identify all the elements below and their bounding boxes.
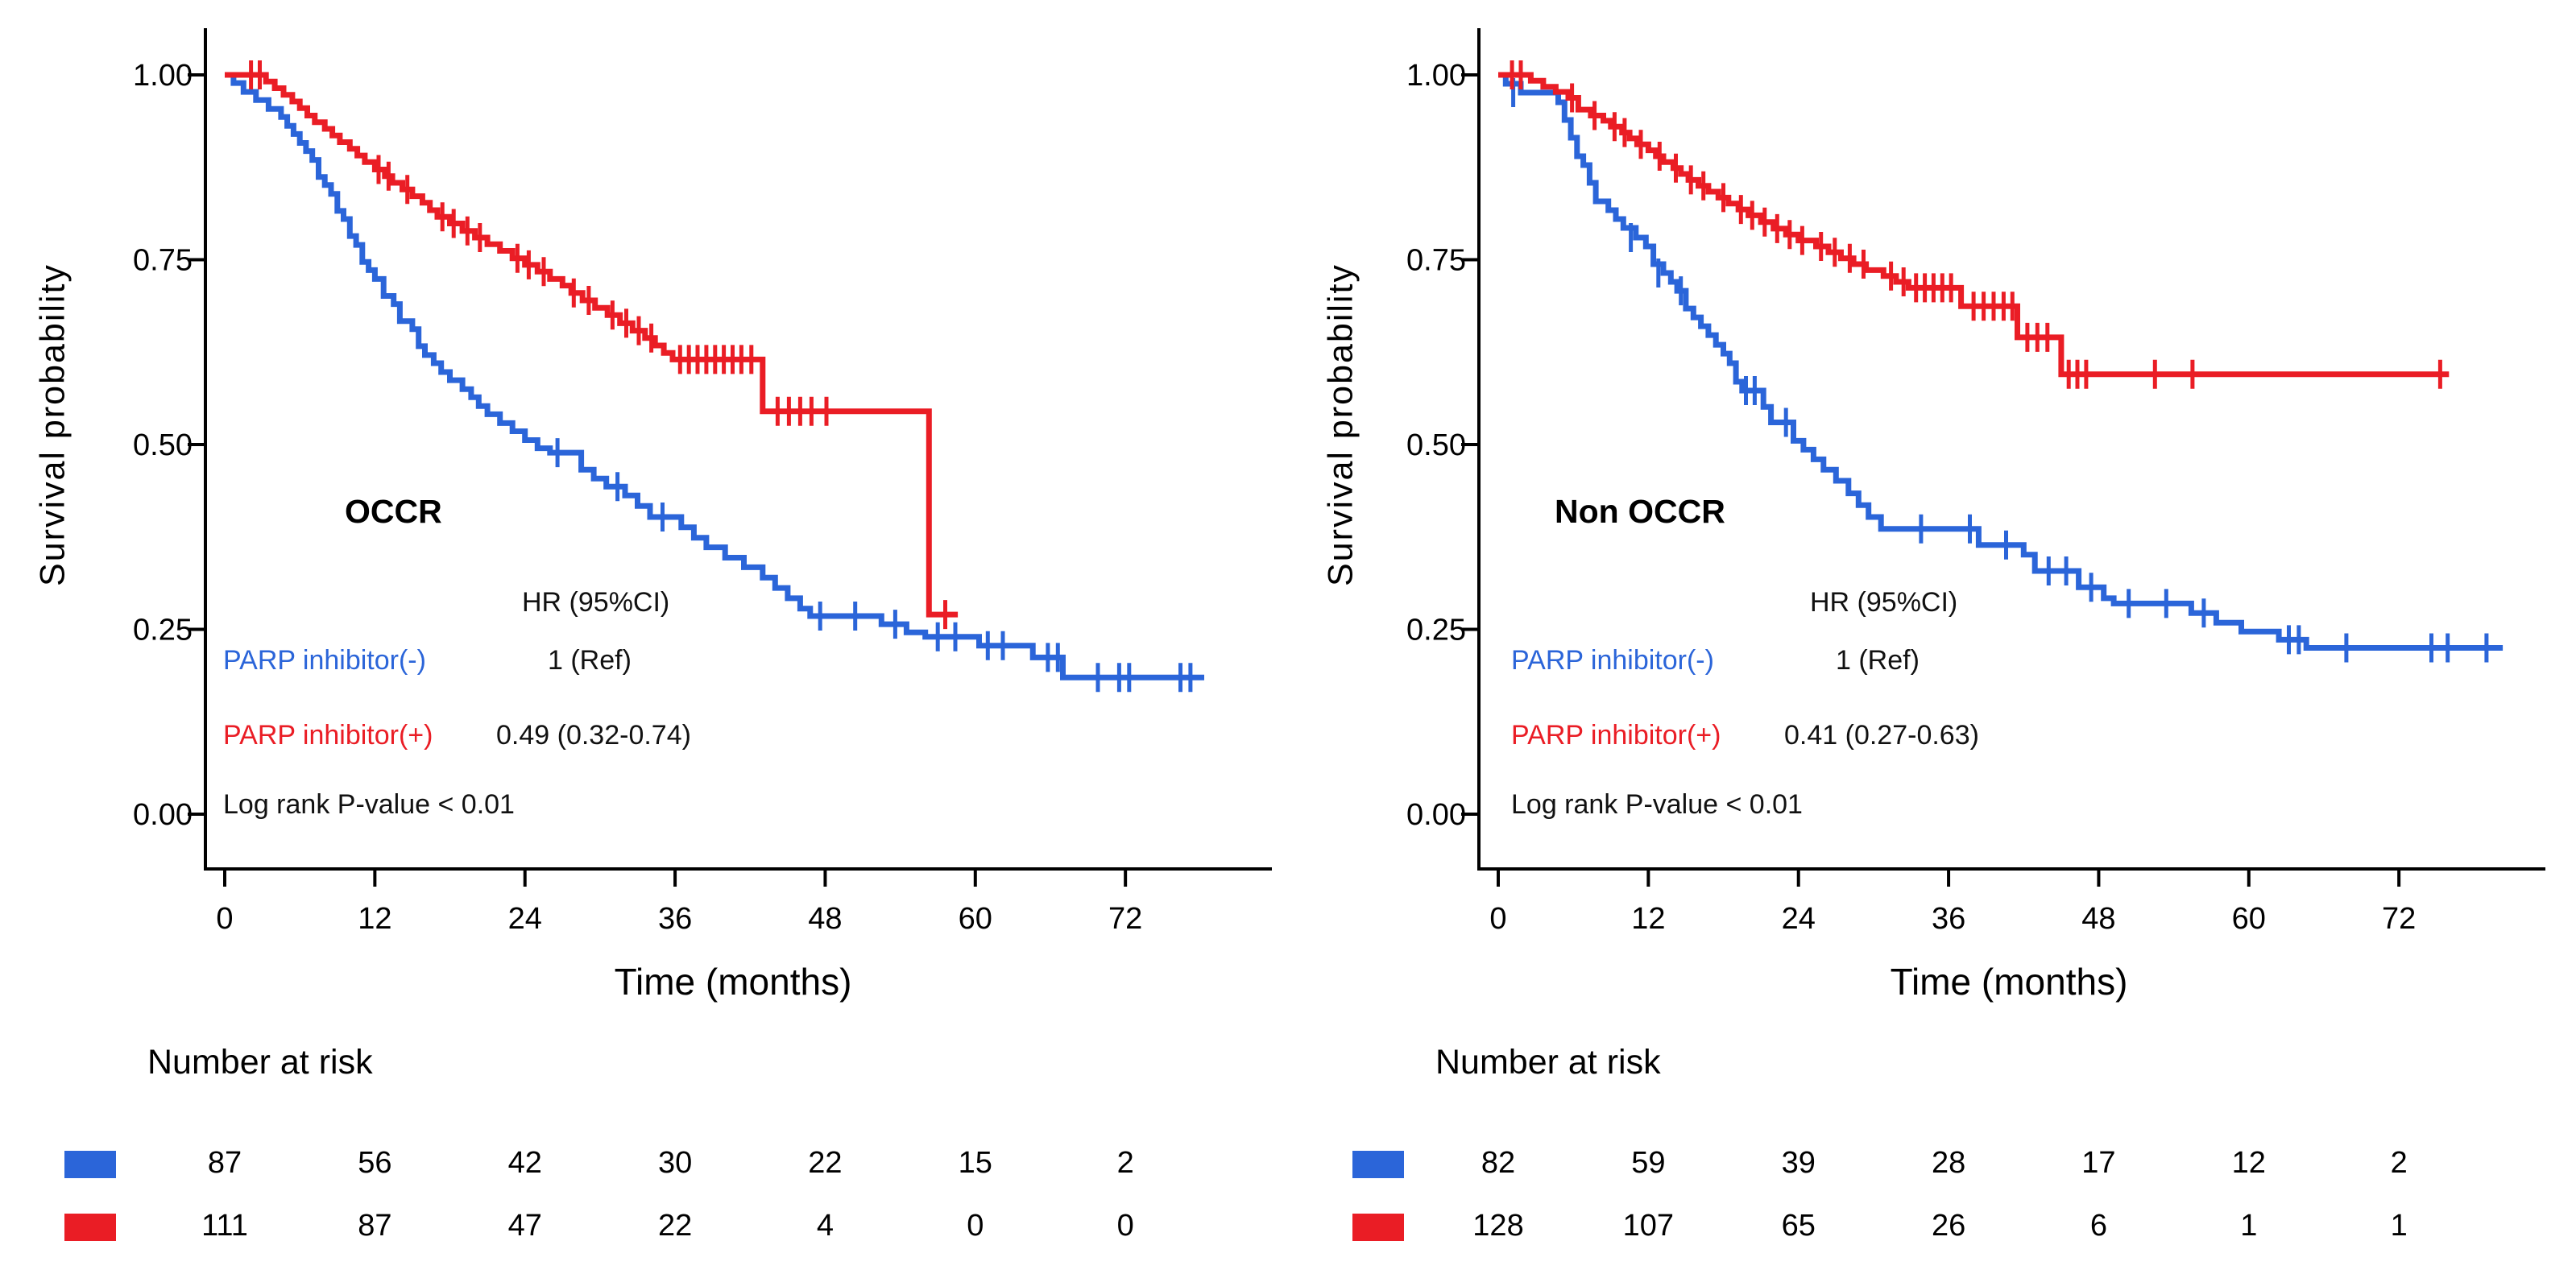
risk-table-title: Number at risk bbox=[1435, 1043, 1661, 1082]
survival-curve-blue bbox=[225, 72, 1204, 680]
risk-count: 15 bbox=[958, 1146, 992, 1180]
risk-swatch-red bbox=[64, 1214, 116, 1241]
y-tick-label: 0.25 bbox=[1406, 614, 1466, 647]
hr-ci-header: HR (95%CI) bbox=[1810, 587, 1958, 618]
risk-table-title: Number at risk bbox=[147, 1043, 373, 1082]
y-axis-label: Survival probability bbox=[1321, 263, 1360, 586]
km-plot-occr: 1.00 0.75 0.50 0.25 0.00 0 12 24 36 48 60 72 bbox=[133, 28, 1272, 936]
risk-count: 42 bbox=[507, 1146, 542, 1180]
y-tick-label: 0.00 bbox=[1406, 798, 1466, 832]
risk-count: 82 bbox=[1481, 1146, 1516, 1180]
x-axis-label: Time (months) bbox=[614, 961, 852, 1003]
x-tick-label: 24 bbox=[1782, 902, 1816, 936]
risk-swatch-blue bbox=[1352, 1151, 1404, 1178]
censor-marks-red bbox=[249, 60, 947, 630]
x-tick-label: 12 bbox=[358, 902, 391, 936]
hr-value-parp-neg: 1 (Ref) bbox=[1836, 645, 1920, 676]
x-tick-label: 0 bbox=[1489, 902, 1506, 936]
risk-count: 56 bbox=[358, 1146, 392, 1180]
y-tick-label: 1.00 bbox=[133, 59, 193, 93]
x-tick-label: 60 bbox=[959, 902, 992, 936]
risk-count: 12 bbox=[2231, 1146, 2266, 1180]
x-tick-label: 72 bbox=[2382, 902, 2416, 936]
x-tick-label: 12 bbox=[1631, 902, 1665, 936]
risk-count: 111 bbox=[201, 1209, 248, 1243]
risk-count: 0 bbox=[1116, 1209, 1134, 1243]
panel-title: Non OCCR bbox=[1555, 493, 1725, 530]
risk-swatch-blue bbox=[64, 1151, 116, 1178]
risk-count: 30 bbox=[657, 1146, 693, 1180]
km-plot-non-occr: 1.00 0.75 0.50 0.25 0.00 0 12 24 36 48 60 72 bbox=[1406, 28, 2545, 936]
y-tick-label: 0.75 bbox=[133, 244, 193, 278]
panel-non-occr: 1.00 0.75 0.50 0.25 0.00 0 12 24 36 48 60 72 Surviv… bbox=[1288, 0, 2576, 1274]
risk-count: 47 bbox=[507, 1209, 542, 1243]
survival-curve-red bbox=[225, 72, 959, 618]
risk-count: 26 bbox=[1931, 1209, 1966, 1243]
x-tick-label: 48 bbox=[2081, 902, 2115, 936]
y-axis-label: Survival probability bbox=[33, 263, 72, 586]
y-tick-label: 0.50 bbox=[1406, 428, 1466, 462]
risk-count: 2 bbox=[2390, 1146, 2408, 1180]
hr-value-parp-pos: 0.49 (0.32-0.74) bbox=[496, 720, 691, 751]
risk-count: 22 bbox=[657, 1209, 693, 1243]
risk-count: 87 bbox=[207, 1146, 242, 1180]
axis-lines bbox=[204, 28, 1272, 871]
survival-curve-blue bbox=[1498, 72, 2504, 651]
risk-count: 39 bbox=[1781, 1146, 1816, 1180]
censor-marks-blue bbox=[1511, 78, 2489, 663]
y-tick-label: 0.50 bbox=[133, 428, 193, 462]
y-tick-label: 0.25 bbox=[133, 614, 193, 647]
legend-label-parp-neg: PARP inhibitor(-) bbox=[1511, 645, 1714, 676]
risk-count: 17 bbox=[2081, 1146, 2116, 1180]
risk-count: 128 bbox=[1472, 1209, 1524, 1243]
risk-count: 4 bbox=[816, 1209, 835, 1243]
logrank-pvalue: Log rank P-value < 0.01 bbox=[223, 789, 515, 820]
x-tick-label: 72 bbox=[1108, 902, 1142, 936]
legend-label-parp-neg: PARP inhibitor(-) bbox=[223, 645, 426, 676]
x-tick-label: 48 bbox=[808, 902, 842, 936]
risk-swatch-red bbox=[1352, 1214, 1404, 1241]
x-axis-label: Time (months) bbox=[1890, 961, 2128, 1003]
censor-marks-blue bbox=[555, 438, 1193, 693]
y-tick-label: 0.75 bbox=[1406, 244, 1466, 278]
x-tick-label: 36 bbox=[1932, 902, 1965, 936]
risk-count: 6 bbox=[2089, 1209, 2108, 1243]
hr-value-parp-pos: 0.41 (0.27-0.63) bbox=[1784, 720, 1979, 751]
risk-count: 1 bbox=[2240, 1209, 2258, 1243]
risk-count: 22 bbox=[808, 1146, 843, 1180]
x-tick-label: 36 bbox=[658, 902, 692, 936]
censor-marks-red bbox=[1510, 60, 2442, 389]
risk-count: 1 bbox=[2390, 1209, 2408, 1243]
axis-lines bbox=[1477, 28, 2545, 871]
risk-count: 2 bbox=[1116, 1146, 1134, 1180]
risk-count: 28 bbox=[1931, 1146, 1966, 1180]
risk-row-parp-pos: 128 107 65 26 6 1 1 bbox=[1288, 1209, 2576, 1246]
x-tick-label: 0 bbox=[216, 902, 233, 936]
x-tick-label: 24 bbox=[508, 902, 542, 936]
panel-occr: 1.00 0.75 0.50 0.25 0.00 0 12 24 36 48 60 72 Surviv… bbox=[0, 28, 1288, 1246]
risk-count: 59 bbox=[1631, 1146, 1666, 1180]
risk-count: 65 bbox=[1781, 1209, 1816, 1243]
y-tick-label: 1.00 bbox=[1406, 59, 1466, 93]
x-tick-label: 60 bbox=[2232, 902, 2266, 936]
legend-label-parp-pos: PARP inhibitor(+) bbox=[223, 720, 433, 751]
risk-row-parp-neg: 82 59 39 28 17 12 2 bbox=[1288, 1146, 2576, 1183]
risk-count: 107 bbox=[1622, 1209, 1675, 1243]
hr-value-parp-neg: 1 (Ref) bbox=[548, 645, 632, 676]
risk-count: 0 bbox=[967, 1209, 984, 1243]
logrank-pvalue: Log rank P-value < 0.01 bbox=[1511, 789, 1803, 820]
legend-label-parp-pos: PARP inhibitor(+) bbox=[1511, 720, 1721, 751]
risk-row-parp-pos: 111 87 47 22 4 0 0 bbox=[0, 1209, 1288, 1246]
y-tick-label: 0.00 bbox=[133, 798, 193, 832]
hr-ci-header: HR (95%CI) bbox=[522, 587, 670, 618]
risk-row-parp-neg: 87 56 42 30 22 15 2 bbox=[0, 1146, 1288, 1183]
panel-title: OCCR bbox=[345, 493, 442, 530]
risk-count: 87 bbox=[358, 1209, 392, 1243]
survival-curve-red bbox=[1498, 72, 2450, 378]
